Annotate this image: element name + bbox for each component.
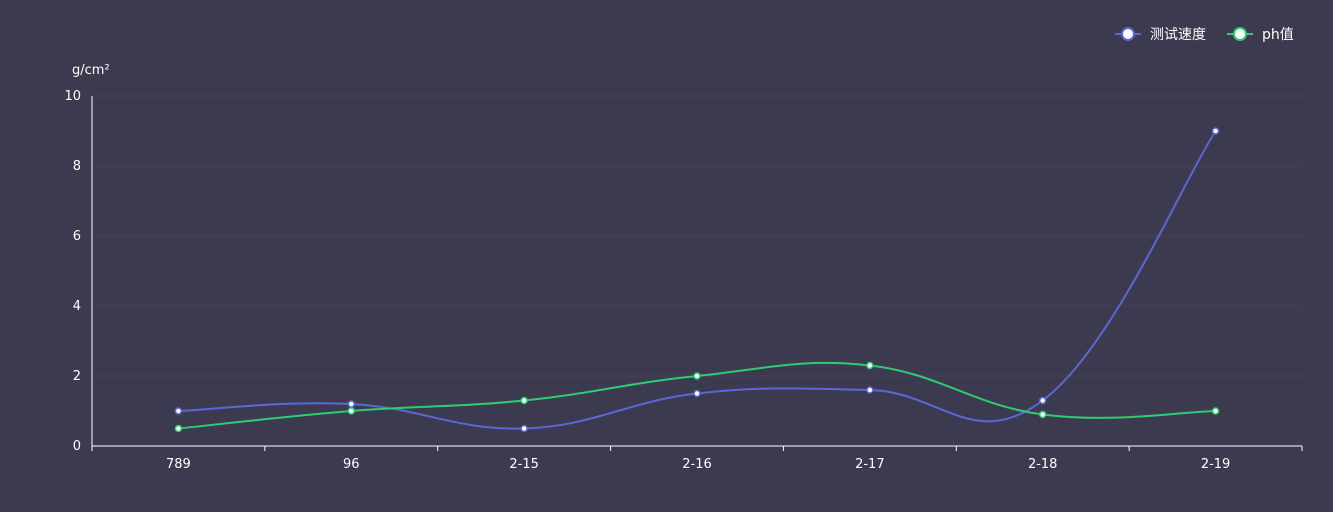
data-point-s1-1[interactable] (347, 407, 356, 415)
data-point-s1-2[interactable] (520, 396, 528, 405)
y-tick-label: 2 (73, 369, 81, 384)
legend[interactable]: 测试速度 ph值 (1115, 27, 1294, 43)
legend-label: ph值 (1262, 27, 1294, 43)
legend-marker-icon (1121, 27, 1135, 41)
legend-label: 测试速度 (1150, 27, 1206, 43)
data-point-s1-5[interactable] (1038, 410, 1047, 419)
series-line-0 (178, 130, 1217, 430)
data-point-s1-3[interactable] (693, 372, 701, 380)
x-tick-label: 2-16 (682, 457, 712, 472)
data-point-s0-2[interactable] (520, 424, 528, 433)
series-lines (178, 130, 1217, 430)
grid-lines (92, 95, 1302, 377)
data-point-s0-0[interactable] (174, 407, 183, 415)
data-point-s0-3[interactable] (693, 389, 701, 398)
data-point-s0-1[interactable] (347, 400, 356, 408)
y-axis-unit-label: g/cm² (72, 63, 110, 78)
legend-item-0[interactable]: 测试速度 (1115, 27, 1206, 43)
legend-item-1[interactable]: ph值 (1227, 27, 1294, 43)
data-point-s0-4[interactable] (866, 386, 874, 394)
x-tick-label: 2-19 (1201, 457, 1231, 472)
data-points[interactable] (174, 127, 1220, 433)
x-tick-label: 96 (343, 457, 360, 472)
x-tick-label: 2-18 (1028, 457, 1058, 472)
x-tick-label: 789 (166, 457, 191, 472)
x-tick-label: 2-17 (855, 457, 885, 472)
data-point-s0-5[interactable] (1038, 396, 1047, 405)
axes: g/cm² 0 2 4 6 8 10 789 96 2-15 2-16 2-17 2-18 2-19 (64, 63, 1303, 472)
legend-marker-icon (1233, 27, 1247, 41)
y-tick-label: 8 (73, 159, 81, 174)
y-tick-label: 6 (73, 229, 81, 244)
data-point-s1-6[interactable] (1211, 407, 1220, 415)
x-tick-label: 2-15 (509, 457, 539, 472)
y-tick-label: 10 (64, 89, 81, 104)
data-point-s0-6[interactable] (1211, 127, 1220, 135)
data-point-s1-0[interactable] (174, 424, 183, 433)
data-point-s1-4[interactable] (866, 361, 874, 370)
y-tick-label: 0 (73, 439, 81, 454)
y-tick-label: 4 (73, 299, 81, 314)
